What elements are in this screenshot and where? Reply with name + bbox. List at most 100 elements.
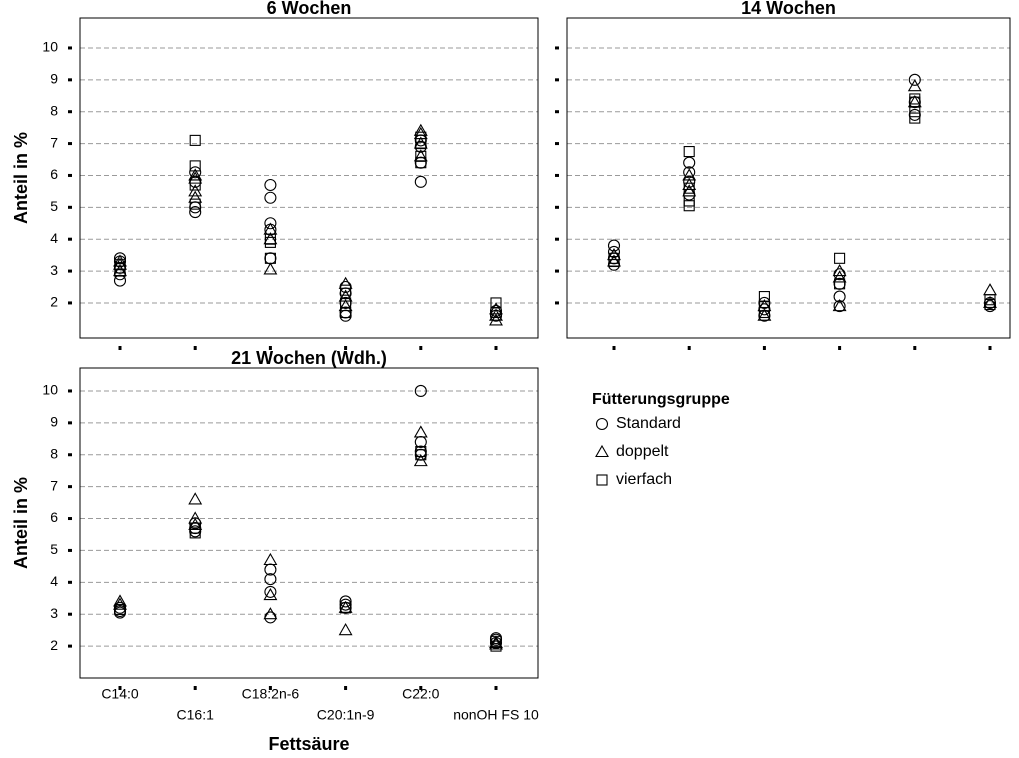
- data-point: [607, 239, 621, 252]
- data-point: [415, 446, 427, 458]
- data-point: [188, 171, 203, 184]
- plot-frame: [79, 367, 539, 679]
- x-tick-label: C22:0: [402, 686, 440, 702]
- data-point: [413, 454, 428, 467]
- data-point: [189, 166, 202, 179]
- data-point: [264, 573, 277, 586]
- data-point: [490, 297, 502, 309]
- x-tick-label: nonOH FS 10: [453, 707, 539, 723]
- data-point: [338, 289, 353, 302]
- legend-title: Fütterungsgruppe: [592, 391, 730, 408]
- data-point: [340, 284, 352, 296]
- data-point: [414, 384, 427, 398]
- data-point: [415, 157, 427, 169]
- data-point: [114, 603, 126, 615]
- data-point: [683, 166, 696, 179]
- data-point: [264, 233, 276, 245]
- data-point: [833, 290, 846, 303]
- y-tick-label: 3: [50, 262, 58, 278]
- data-point: [189, 160, 201, 172]
- data-point: [832, 299, 847, 312]
- data-point: [909, 112, 921, 124]
- data-point: [264, 217, 277, 230]
- y-tick-label: 10: [42, 382, 58, 398]
- y-tick-label: 2: [50, 637, 58, 653]
- data-point: [264, 611, 277, 624]
- data-point: [189, 198, 201, 210]
- data-point: [264, 178, 277, 192]
- data-point: [263, 607, 278, 620]
- data-point: [683, 145, 695, 158]
- y-axis-label: Anteil in %: [11, 132, 31, 224]
- data-point: [607, 258, 621, 271]
- data-point: [596, 474, 608, 486]
- data-point: [834, 252, 846, 264]
- data-point: [188, 492, 203, 505]
- plot-frame: [566, 17, 1011, 339]
- data-point: [682, 177, 697, 191]
- data-point: [909, 93, 921, 105]
- data-point: [113, 252, 127, 265]
- data-point: [188, 517, 203, 530]
- data-point: [683, 188, 696, 201]
- data-point: [489, 308, 503, 321]
- data-point: [607, 248, 621, 261]
- data-point: [189, 522, 201, 534]
- y-tick-label: 5: [50, 198, 58, 214]
- data-point: [414, 175, 427, 188]
- panel-title: 6 Wochen: [267, 0, 352, 18]
- y-tick-label: 4: [50, 230, 58, 246]
- data-point: [338, 299, 353, 312]
- data-point: [683, 182, 695, 194]
- data-point: [189, 206, 202, 219]
- data-point: [489, 635, 503, 648]
- data-point: [188, 190, 203, 203]
- data-point: [113, 594, 127, 607]
- data-point: [114, 259, 126, 271]
- y-tick-label: 2: [50, 294, 58, 310]
- data-point: [908, 73, 921, 86]
- y-tick-label: 7: [50, 134, 58, 150]
- y-axis-label: Anteil in %: [11, 477, 31, 569]
- data-point: [338, 623, 353, 636]
- data-point: [832, 270, 847, 283]
- y-tick-label: 7: [50, 477, 58, 493]
- y-tick-label: 3: [50, 605, 58, 621]
- data-point: [983, 295, 997, 308]
- y-tick-label: 10: [42, 39, 58, 55]
- data-point: [415, 138, 427, 150]
- data-point: [758, 291, 770, 303]
- data-point: [683, 156, 696, 169]
- data-point: [415, 131, 427, 143]
- data-point: [113, 274, 127, 287]
- data-point: [489, 637, 503, 650]
- data-point: [758, 306, 770, 319]
- data-point: [263, 587, 278, 601]
- panel-title: 21 Wochen (Wdh.): [231, 348, 387, 368]
- data-point: [595, 417, 609, 431]
- y-tick-label: 9: [50, 71, 58, 87]
- data-point: [113, 268, 127, 281]
- data-point: [264, 252, 276, 264]
- data-point: [264, 191, 277, 204]
- data-point: [264, 252, 277, 265]
- data-point: [340, 602, 352, 614]
- x-axis-label: Fettsäure: [268, 734, 349, 754]
- data-point: [338, 276, 353, 289]
- data-point: [489, 302, 503, 315]
- y-tick-label: 8: [50, 445, 58, 461]
- x-tick-label: C20:1n-9: [317, 707, 375, 723]
- data-point: [340, 297, 352, 309]
- data-point: [415, 150, 427, 162]
- x-tick-label: C16:1: [177, 707, 215, 723]
- data-point: [683, 175, 696, 188]
- data-point: [413, 123, 428, 136]
- y-tick-label: 6: [50, 509, 58, 525]
- y-tick-label: 9: [50, 414, 58, 430]
- data-point: [414, 156, 427, 169]
- legend-label: Standard: [616, 415, 681, 432]
- y-tick-label: 6: [50, 166, 58, 182]
- data-point: [189, 134, 201, 146]
- data-point: [263, 552, 278, 566]
